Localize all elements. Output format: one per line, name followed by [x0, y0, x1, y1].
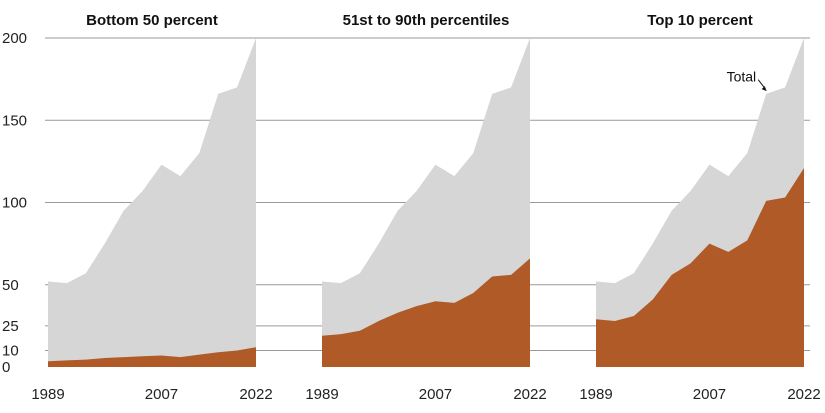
x-tick-label: 2022	[513, 386, 546, 403]
x-tick-label: 2022	[239, 386, 272, 403]
annotation-total-label: Total	[727, 69, 757, 85]
x-tick-label: 2007	[419, 386, 452, 403]
panel-title-top-10: Top 10 percent	[647, 12, 753, 29]
x-tick-label: 2007	[145, 386, 178, 403]
annotation-arrow-head	[761, 86, 767, 92]
panel-top-10: Top 10 percent 1989 2007 2022	[579, 12, 820, 403]
y-tick-label: 150	[2, 112, 27, 129]
area-total-51st-90th	[322, 38, 530, 367]
area-total-bottom-50	[48, 38, 256, 367]
y-tick-label: 100	[2, 195, 27, 212]
area-share-51st-90th	[322, 258, 530, 367]
y-tick-label: 10	[2, 343, 19, 360]
y-tick-label: 25	[2, 318, 19, 335]
y-tick-label: 0	[2, 359, 10, 376]
y-axis: 010 25 50 100 150 200	[2, 30, 27, 376]
x-tick-label: 2007	[693, 386, 726, 403]
area-share-top-10	[596, 167, 804, 367]
x-tick-label: 1989	[31, 386, 64, 403]
panel-bottom-50: Bottom 50 percent 1989 2007 2022	[31, 12, 272, 403]
annotation: Total	[727, 69, 767, 92]
x-tick-label: 1989	[305, 386, 338, 403]
x-tick-label: 2022	[787, 386, 820, 403]
y-tick-label: 200	[2, 30, 27, 47]
panel-51st-90th: 51st to 90th percentiles 1989 2007 2022	[305, 12, 546, 403]
panel-title-51st-90th: 51st to 90th percentiles	[343, 12, 510, 29]
y-tick-label: 50	[2, 277, 19, 294]
panel-title-bottom-50: Bottom 50 percent	[86, 12, 218, 29]
area-share-bottom-50	[48, 347, 256, 367]
x-tick-label: 1989	[579, 386, 612, 403]
